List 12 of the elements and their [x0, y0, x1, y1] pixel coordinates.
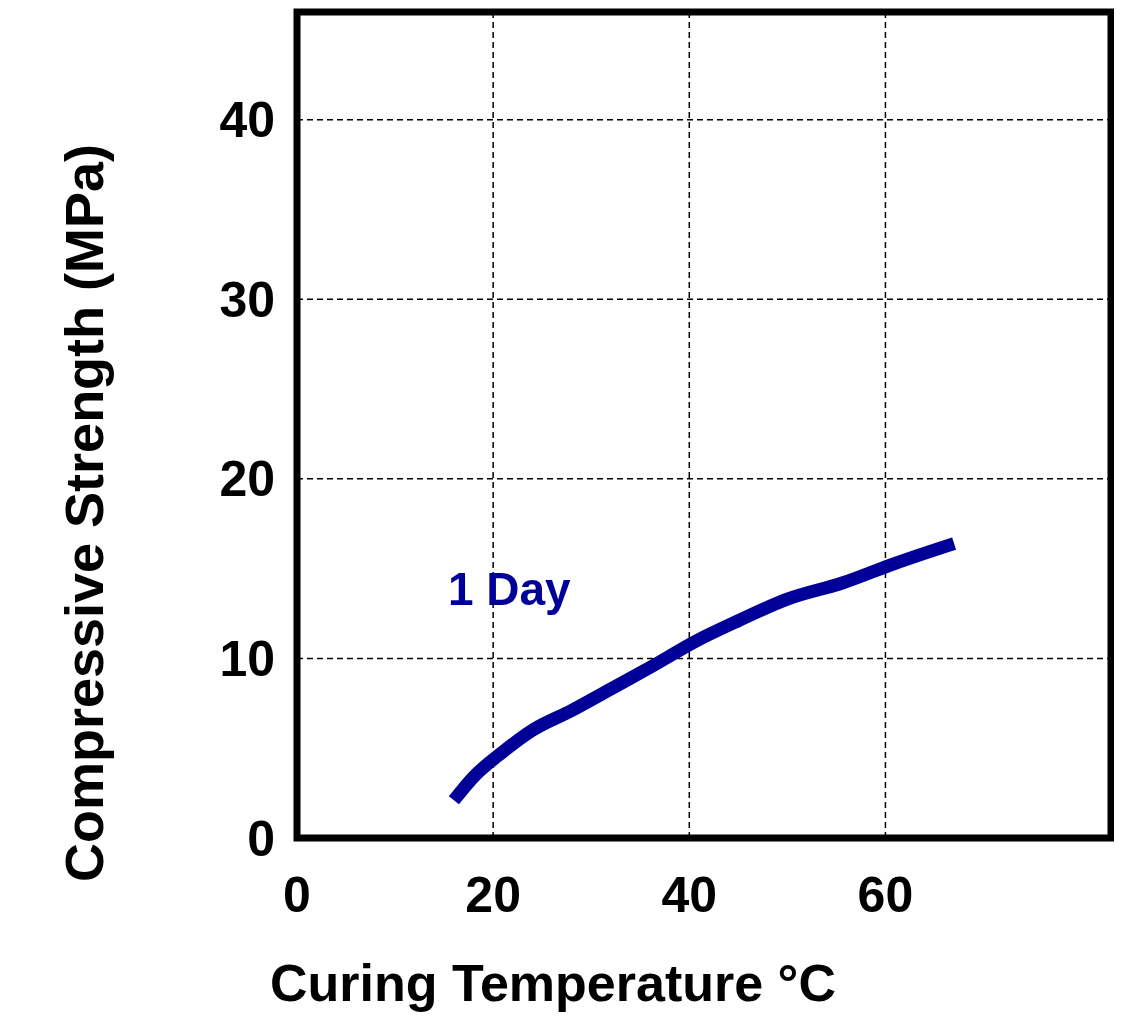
y-tick-label: 0: [247, 810, 275, 867]
y-axis-title: Compressive Strength (MPa): [54, 143, 114, 883]
y-tick-label: 40: [219, 92, 275, 149]
x-axis-title: Curing Temperature °C: [270, 954, 836, 1012]
y-tick-label: 30: [219, 271, 275, 328]
y-tick-label: 20: [219, 451, 275, 508]
x-tick-label: 0: [283, 867, 311, 923]
x-tick-label: 20: [465, 867, 521, 923]
x-tick-label: 40: [661, 867, 718, 923]
series-label: 1 Day: [447, 563, 572, 616]
x-tick-label: 60: [857, 867, 914, 923]
y-tick-label: 10: [219, 630, 275, 687]
